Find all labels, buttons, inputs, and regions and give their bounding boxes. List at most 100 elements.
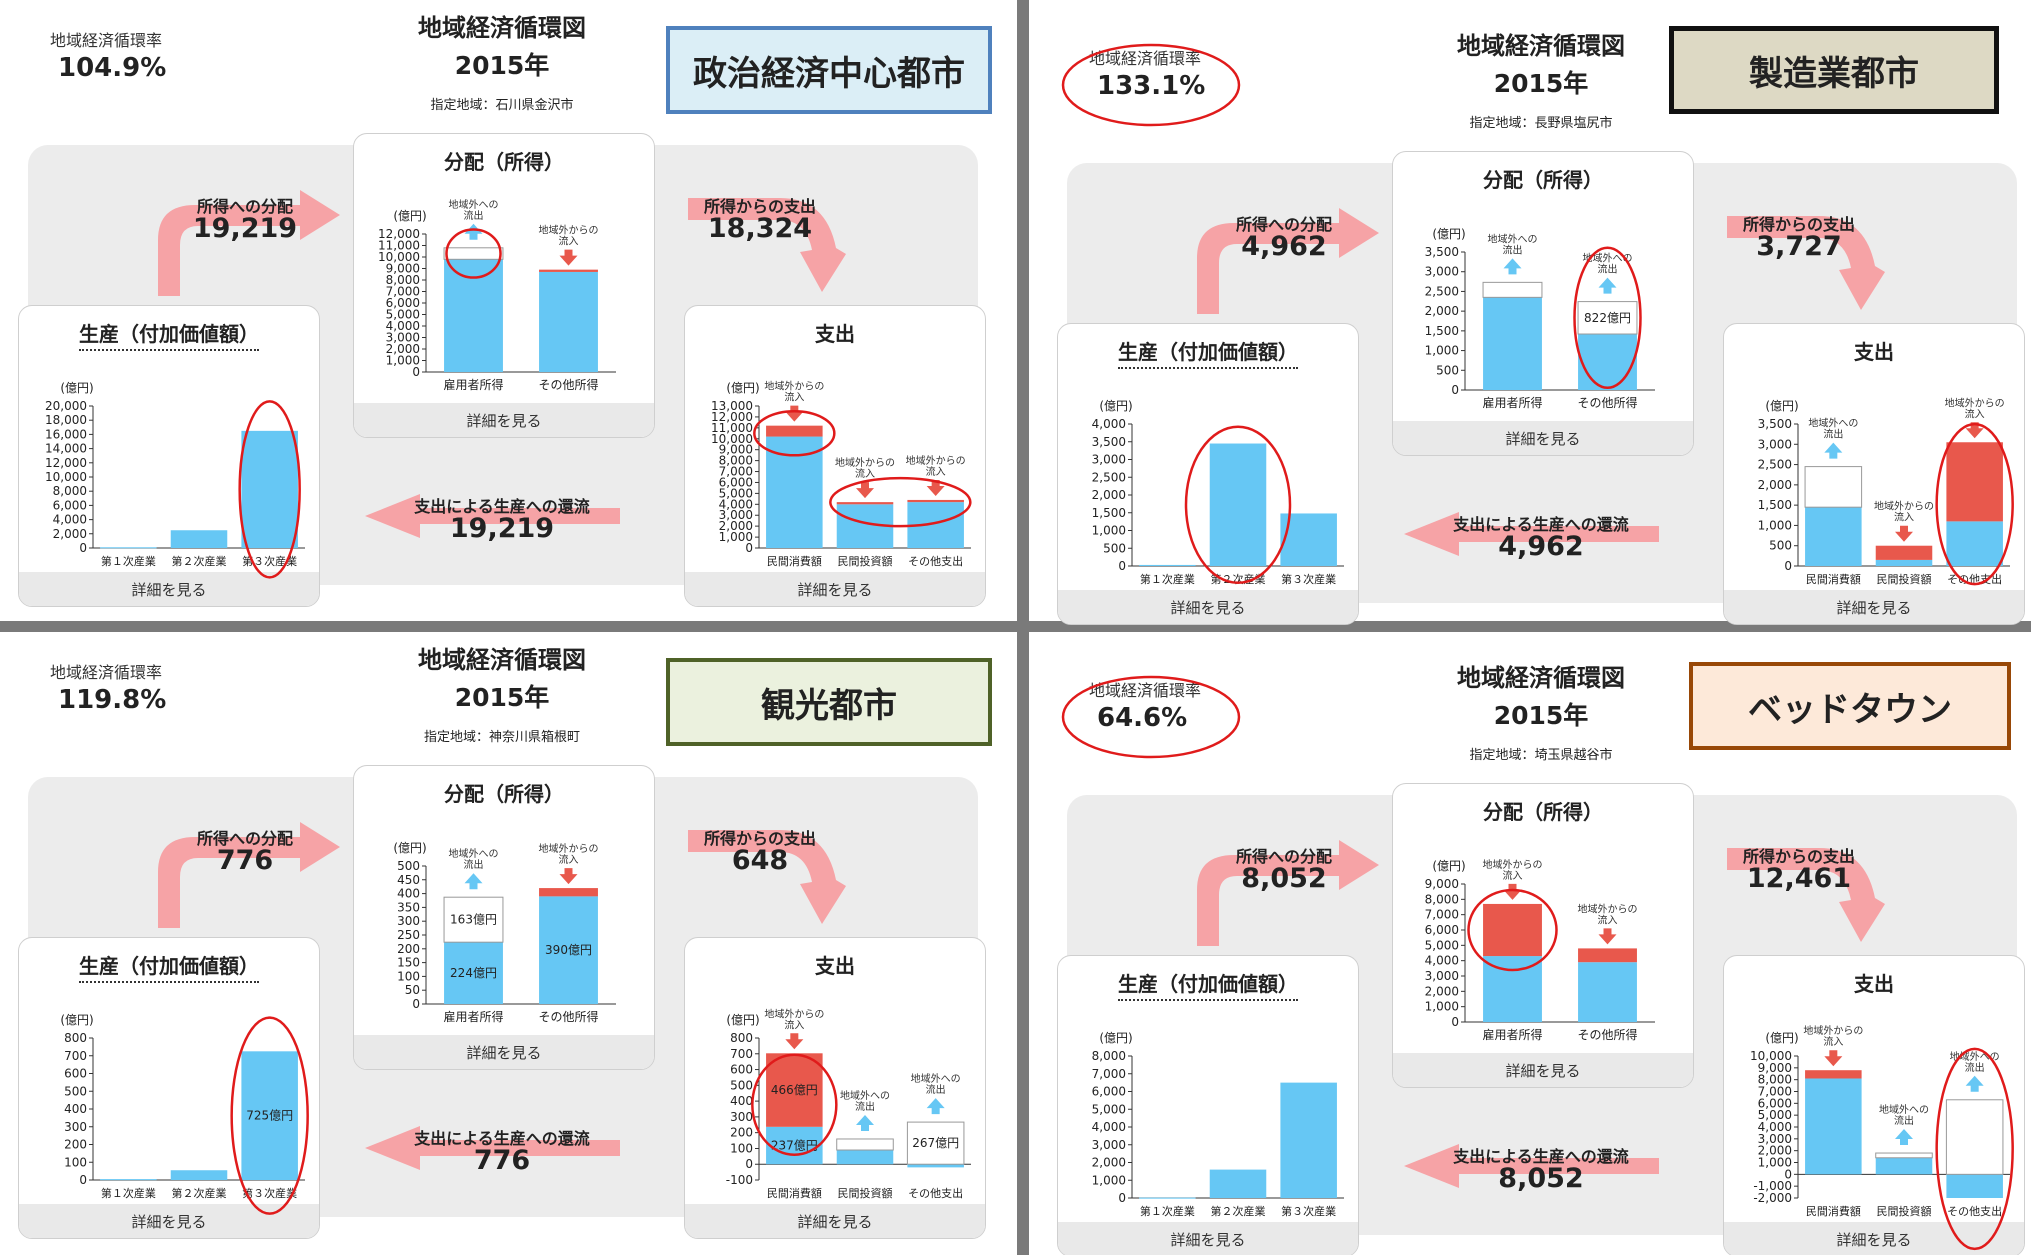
detail-link[interactable]: 詳細を見る	[1393, 1053, 1693, 1087]
y-tick-label: -1,000	[1753, 1179, 1792, 1193]
distribution-card: 分配（所得） 詳細を見る (億円) 0 500 1,000 1,500 2,000 2,500 3…	[1392, 151, 1694, 456]
y-tick-label: 13,000	[711, 399, 753, 413]
detail-link[interactable]: 詳細を見る	[685, 572, 985, 606]
production-card-title: 生産（付加価値額）	[19, 318, 319, 351]
x-category-label: その他所得	[1577, 395, 1637, 410]
y-tick-label: 0	[745, 1157, 753, 1171]
production-card-title-text: 生産（付加価値額）	[79, 954, 259, 983]
bar	[836, 1150, 894, 1165]
y-tick-label: 350	[397, 900, 420, 914]
bar	[766, 1126, 823, 1165]
y-tick-label: 0	[79, 541, 87, 555]
detail-link[interactable]: 詳細を見る	[685, 1204, 985, 1238]
y-tick-label: 1,000	[386, 354, 420, 368]
y-tick-label: 0	[1784, 559, 1792, 573]
flow-arrows	[1197, 208, 1885, 556]
detail-link[interactable]: 詳細を見る	[354, 403, 654, 437]
flow-value-to-income: 19,219	[192, 213, 298, 244]
y-tick-label: 800	[730, 1031, 753, 1045]
prod-chart: (億円) 0 1,000 2,000 3,000 4,000 5,000 6,000 7,000…	[1092, 1031, 1344, 1218]
detail-link[interactable]: 詳細を見る	[1393, 421, 1693, 455]
flow-value-from-income: 18,324	[707, 213, 813, 244]
flow-label-to-income: 所得への分配	[1235, 215, 1332, 234]
y-tick-label: 0	[412, 365, 420, 379]
y-tick-label: 200	[64, 1138, 87, 1152]
rate-highlight-circle	[1061, 43, 1241, 127]
bar	[1280, 1082, 1337, 1198]
flow-value-return: 776	[473, 1145, 531, 1176]
detail-link[interactable]: 詳細を見る	[354, 1035, 654, 1069]
y-tick-label: 0	[1784, 1167, 1792, 1181]
y-tick-label: 450	[397, 873, 420, 887]
y-tick-label: 4,000	[386, 319, 420, 333]
quadrant-1: 地域経済循環率 104.9% 地域経済循環図 2015年 指定地域：石川県金沢市 政治経済…	[0, 0, 1010, 615]
detail-link[interactable]: 詳細を見る	[1724, 1222, 2024, 1255]
flow-label-to-income: 所得への分配	[196, 197, 293, 216]
y-tick-label: 12,000	[45, 456, 87, 470]
y-tick-label: 4,000	[1758, 1120, 1792, 1134]
bar	[100, 1179, 157, 1181]
y-tick-label: 500	[1769, 539, 1792, 553]
y-tick-label: 7,000	[1425, 908, 1459, 922]
rate-highlight-circle	[1061, 675, 1241, 759]
x-category-label: 第３次産業	[1281, 572, 1336, 586]
outflow-segment	[836, 1138, 894, 1151]
outflow-note: 地域外への流出	[840, 1089, 890, 1113]
inflow-note: 地域外からの流入	[1578, 902, 1638, 926]
inflow-arrow-icon	[559, 249, 578, 266]
y-tick-label: 5,000	[719, 486, 753, 500]
y-tick-label: 7,000	[386, 285, 420, 299]
y-unit-label: (億円)	[1099, 399, 1132, 413]
y-tick-label: 3,000	[1092, 453, 1126, 467]
x-category-label: その他支出	[1947, 1204, 2002, 1218]
outflow-segment	[443, 896, 504, 943]
y-tick-label: 1,500	[1425, 324, 1459, 338]
city-type-box: ベッドタウン	[1689, 662, 2011, 750]
y-unit-label: (億円)	[393, 209, 426, 223]
y-unit-label: (億円)	[1432, 227, 1465, 241]
detail-link[interactable]: 詳細を見る	[1724, 590, 2024, 624]
outflow-note: 地域外への流出	[911, 1072, 961, 1096]
exp-chart: (億円) 0 500 1,000 1,500 2,000 2,500 3,000 3,500 地域…	[1758, 396, 2014, 586]
y-tick-label: 7,000	[1758, 1085, 1792, 1099]
detail-link[interactable]: 詳細を見る	[1058, 590, 1358, 624]
distribution-card-title-text: 分配（所得）	[444, 150, 564, 174]
outflow-arrow-icon	[464, 223, 483, 240]
inflow-segment	[1946, 442, 2003, 522]
rate-value: 133.1%	[1097, 71, 1206, 101]
x-category-label: その他所得	[1577, 1027, 1637, 1042]
flow-label-from-income: 所得からの支出	[1742, 215, 1855, 234]
inflow-arrow-icon	[856, 482, 874, 499]
bar	[170, 530, 228, 548]
y-tick-label: 300	[397, 914, 420, 928]
y-tick-label: 400	[397, 887, 420, 901]
rate-label: 地域経済循環率	[1089, 681, 1202, 700]
detail-link[interactable]: 詳細を見る	[1058, 1222, 1358, 1255]
flow-value-return: 8,052	[1498, 1163, 1584, 1194]
flow-arrows	[158, 822, 846, 1170]
outflow-segment	[1804, 466, 1863, 508]
highlight-ellipse	[230, 1016, 309, 1215]
detail-link[interactable]: 詳細を見る	[19, 1204, 319, 1238]
year-label: 2015年	[454, 51, 550, 80]
x-category-label: 第１次産業	[101, 1186, 156, 1200]
y-tick-label: 11,000	[711, 421, 753, 435]
y-tick-label: 4,000	[1092, 1120, 1126, 1134]
x-category-label: 雇用者所得	[1482, 395, 1542, 410]
inflow-segment	[539, 269, 598, 272]
page-title: 地域経済循環図	[418, 646, 586, 674]
highlight-ellipse	[1467, 888, 1558, 972]
inflow-segment	[1805, 1070, 1862, 1079]
flow-label-return: 支出による生産への還流	[1453, 1147, 1629, 1166]
outflow-segment	[1482, 281, 1543, 298]
distribution-card-title: 分配（所得）	[1393, 796, 1693, 825]
y-tick-label: 16,000	[45, 427, 87, 441]
distribution-card-title-text: 分配（所得）	[1483, 800, 1603, 824]
highlight-ellipse	[238, 400, 301, 579]
bar	[1946, 521, 2003, 566]
x-category-label: 雇用者所得	[443, 1009, 503, 1024]
page-title: 地域経済循環図	[1457, 32, 1625, 60]
y-tick-label: 10,000	[1750, 1049, 1792, 1063]
bar	[1139, 1197, 1196, 1199]
production-card-title: 生産（付加価値額）	[1058, 968, 1358, 1001]
